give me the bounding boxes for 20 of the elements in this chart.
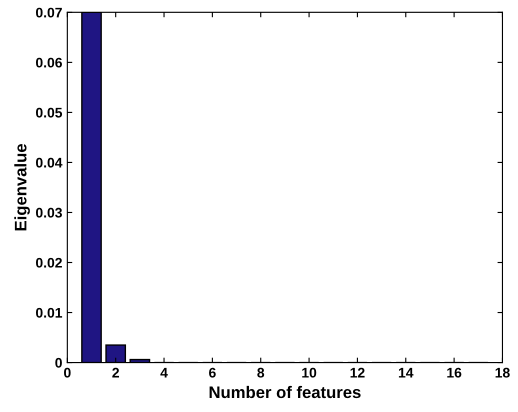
x-axis-title: Number of features [210,386,361,398]
x-tick-label: 16 [447,368,462,378]
x-tick-label: 4 [160,368,168,378]
x-tick-label: 2 [112,368,119,378]
y-tick-label: 0.02 [36,258,62,268]
y-tick-label: 0.03 [36,208,62,218]
y-tick-label: 0 [55,358,62,368]
x-tick-label: 18 [496,368,510,378]
x-tick-label: 12 [350,368,365,378]
y-tick-label: 0.05 [36,108,62,118]
y-tick-label: 0.01 [36,308,62,318]
y-axis-title: Eigenvalue [14,144,30,230]
x-tick-label: 10 [302,368,316,378]
x-tick-label: 14 [398,368,414,378]
x-tick-label: 8 [257,368,264,378]
x-tick-label: 0 [64,368,71,378]
x-tick-label: 6 [209,368,216,378]
y-tick-label: 0.07 [36,8,62,18]
y-tick-label: 0.06 [36,58,62,68]
y-tick-label: 0.04 [36,158,62,168]
